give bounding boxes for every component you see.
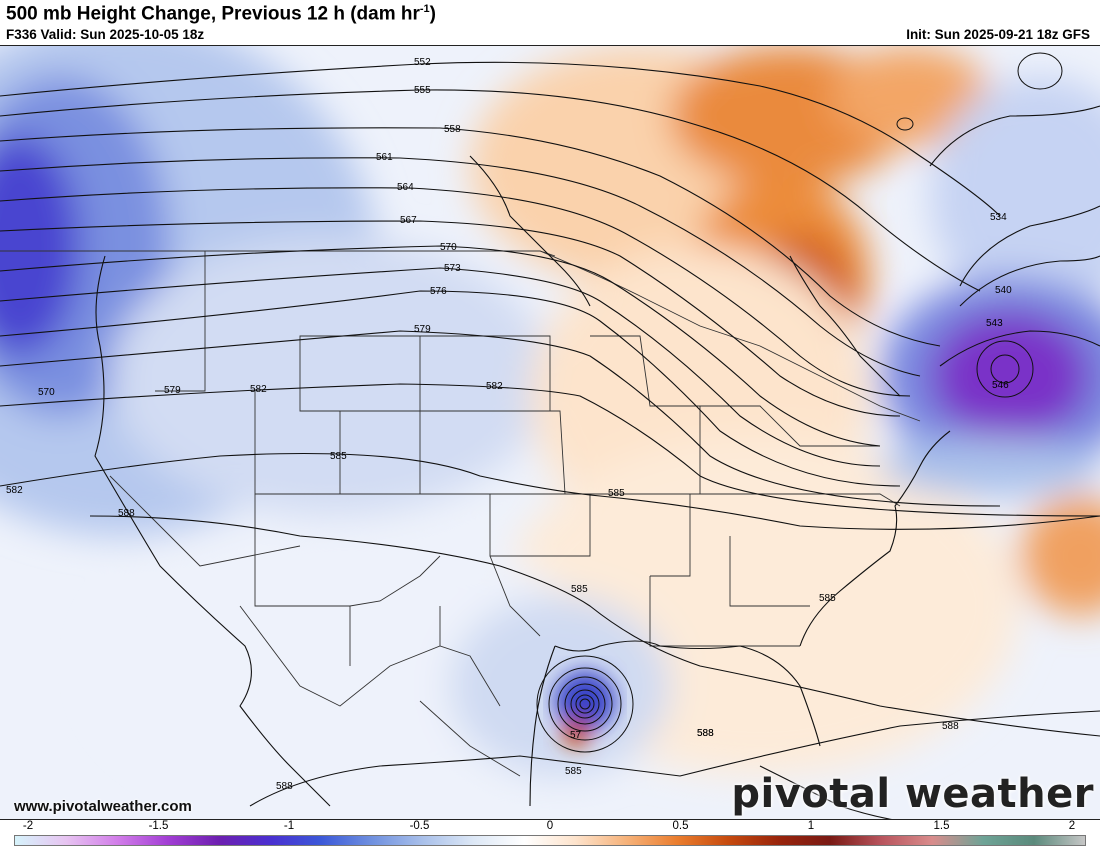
contour-label: 576	[430, 286, 447, 297]
contour-label: 585	[819, 593, 836, 604]
contour-label: 540	[995, 285, 1012, 296]
weather-map[interactable]: 552 555 558 561 564 567 570 573 576 579 …	[0, 45, 1100, 820]
header: 500 mb Height Change, Previous 12 h (dam…	[0, 0, 1100, 45]
colorbar-tick-label: 1	[807, 820, 815, 832]
contour-label: 579	[414, 324, 431, 335]
contour-label: 564	[397, 182, 414, 193]
colorbar-tick-label: 2	[1068, 820, 1076, 832]
contour-label: 585	[330, 451, 347, 462]
contour-label: 570	[38, 387, 55, 398]
colorbar-tick-label: 1.5	[933, 820, 950, 832]
contour-label: 588	[276, 781, 293, 792]
map-canvas: 552 555 558 561 564 567 570 573 576 579 …	[0, 46, 1100, 819]
contour-label: 570	[440, 242, 457, 253]
contour-label: 573	[444, 263, 461, 274]
height-contours	[0, 61, 1100, 807]
tropical-low-contours	[536, 655, 634, 753]
init-time: Init: Sun 2025-09-21 18z GFS	[906, 27, 1090, 42]
colorbar-tick-label: -1.5	[148, 820, 169, 832]
contour-label: 546	[992, 380, 1009, 391]
contour-label: 534	[990, 212, 1007, 223]
colorbar-tick-label: -1	[283, 820, 295, 832]
contour-label: 582	[250, 384, 267, 395]
colorbar-strip	[14, 835, 1086, 846]
contour-label: 552	[414, 57, 431, 68]
coastlines	[94, 155, 951, 819]
brand-logo: pivotal weather	[731, 771, 1094, 817]
contour-label: 567	[400, 215, 417, 226]
contour-label: 543	[986, 318, 1003, 329]
contour-label: 588	[118, 508, 135, 519]
height-change-shading	[0, 46, 1100, 806]
colorbar-tick-label: 0	[546, 820, 554, 832]
contour-label: 585	[571, 584, 588, 595]
colorbar-tick-label: -0.5	[409, 820, 430, 832]
contour-label: 561	[376, 152, 393, 163]
valid-time: F336 Valid: Sun 2025-10-05 18z	[6, 27, 205, 42]
colorbar-tick-label: -2	[22, 820, 34, 832]
colorbar-tick-label: 0.5	[672, 820, 689, 832]
title-superscript: -1	[419, 3, 430, 15]
website-url[interactable]: www.pivotalweather.com	[14, 798, 192, 815]
contour-label: 588	[697, 728, 714, 739]
contour-label: 558	[444, 124, 461, 135]
contour-label: 585	[565, 766, 582, 777]
title-end: )	[429, 3, 436, 25]
chart-title: 500 mb Height Change, Previous 12 h (dam…	[6, 3, 436, 25]
contour-label: 585	[608, 488, 625, 499]
contour-label: 588	[942, 721, 959, 732]
contour-label: 579	[164, 385, 181, 396]
colorbar: -2 -1.5 -1 -0.5 0 0.5 1 1.5 2	[0, 820, 1100, 850]
contour-label: 582	[486, 381, 503, 392]
contour-labels: 552 555 558 561 564 567 570 573 576 579 …	[6, 57, 1012, 792]
title-main: 500 mb Height Change, Previous 12 h (dam…	[6, 3, 420, 25]
contour-label: 588	[697, 728, 714, 739]
contour-label: 57	[570, 730, 582, 741]
contour-label: 582	[6, 485, 23, 496]
contour-label: 555	[414, 85, 431, 96]
closed-lows	[896, 52, 1063, 398]
